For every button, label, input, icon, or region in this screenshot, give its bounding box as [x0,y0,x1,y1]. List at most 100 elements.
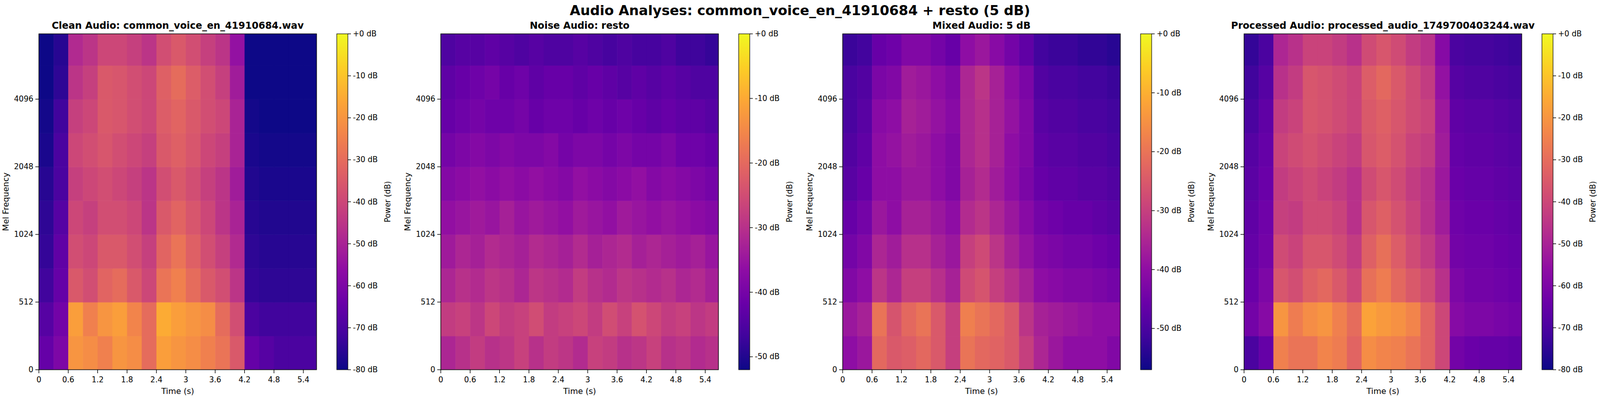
cell [38,65,55,100]
cell [141,166,158,201]
cell [1376,335,1392,370]
cell [587,268,603,303]
cell [886,98,902,134]
cell [185,98,201,134]
cell [602,234,618,269]
cell [1449,335,1465,370]
cell [1033,166,1049,201]
cell [484,234,500,269]
cell [1077,33,1094,66]
colorbar-tick [347,285,351,286]
cell [602,166,618,201]
cell [1361,268,1377,303]
cell [901,200,917,235]
cell [1390,268,1407,303]
x-label: Time (s) [964,386,998,396]
cell [1390,98,1407,134]
x-tick [1449,369,1451,374]
cell [440,132,456,168]
colorbar-tick [347,201,351,202]
cell [543,98,559,134]
x-tick-label: 1.8 [523,375,536,385]
cell [244,268,260,303]
cell [141,301,158,337]
cell [602,200,618,235]
x-tick [587,369,588,374]
x-tick [1361,369,1362,374]
cell [1107,268,1121,303]
cell [661,166,677,201]
cell [1077,301,1094,337]
cell [1420,65,1436,100]
cell [215,65,231,100]
cell [1244,200,1260,235]
cell [112,98,128,134]
cell [1004,98,1020,134]
cell [602,33,618,66]
cell [288,98,304,134]
x-tick [959,369,961,374]
cell [945,98,961,134]
y-tick [839,98,843,100]
cell [573,65,589,100]
colorbar-tick [1553,159,1557,161]
cell [558,132,574,168]
cell [1508,98,1522,134]
cell [1376,166,1392,201]
y-tick [35,369,39,370]
frame [1244,33,1522,370]
colorbar-tick [749,227,753,228]
cell [871,335,888,370]
cell [661,65,677,100]
cell [857,132,873,168]
cells [440,33,719,370]
cell [141,33,158,66]
cell [1018,335,1035,370]
cell [661,268,677,303]
cell [690,98,706,134]
cell [244,301,260,337]
cell [1287,335,1304,370]
cell [185,65,201,100]
cell [156,132,172,168]
cell [1004,33,1020,66]
cell [916,234,932,269]
y-label: Mel Frequency [804,172,815,232]
cell [1258,132,1274,168]
cell [1508,234,1522,269]
y-tick [839,166,843,168]
cell [1048,200,1064,235]
cell [1033,65,1049,100]
cell [1258,335,1274,370]
cell [1420,301,1436,337]
cell [455,98,471,134]
cell [1361,65,1377,100]
cell [646,335,662,370]
cell [185,33,201,66]
cell [690,65,706,100]
cell [1063,301,1079,337]
cell [1107,132,1121,168]
cell [1390,33,1407,66]
cell [185,200,201,235]
cell [1479,33,1495,66]
cell [616,234,633,269]
x-tick [1077,369,1078,374]
x-tick [1302,369,1304,374]
cell [558,65,574,100]
colorbar-tick [1553,33,1557,34]
cell [53,166,69,201]
cell [631,301,647,337]
x-tick [499,369,500,374]
cell [1302,234,1318,269]
cell [676,234,692,269]
cell [215,335,231,370]
cell [543,301,559,337]
cell [1449,234,1465,269]
cell [529,335,545,370]
cell [989,268,1005,303]
x-tick [68,369,69,374]
y-tick [839,301,843,302]
cell [529,268,545,303]
colorbar-tick-label: -40 dB [352,197,378,207]
